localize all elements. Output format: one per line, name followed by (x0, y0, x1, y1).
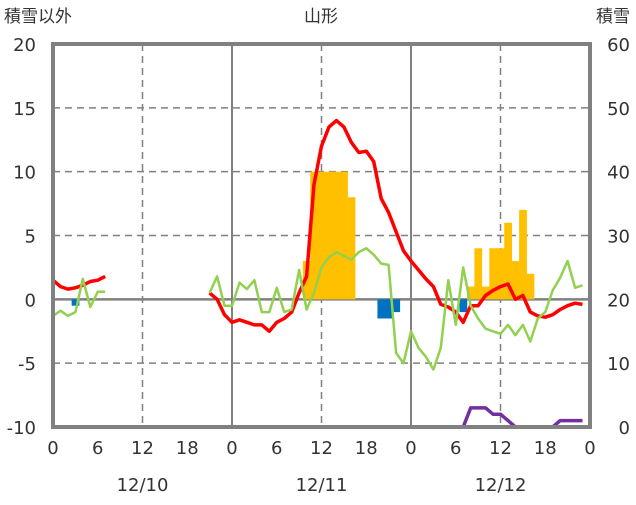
decrease-bar (71, 299, 80, 306)
snowfall-bar (332, 171, 341, 300)
y-left-tick-label: 10 (13, 163, 36, 184)
y-left-tick-label: 5 (25, 227, 36, 248)
red-line (208, 118, 583, 334)
snowfall-bar (317, 171, 326, 300)
date-label: 12/12 (475, 475, 527, 496)
snowfall-bar (511, 261, 520, 300)
x-tick-label: 6 (92, 438, 103, 459)
x-tick-label: 18 (534, 438, 557, 459)
red-line (51, 274, 106, 291)
x-tick-label: 6 (450, 438, 461, 459)
x-tick-label: 6 (271, 438, 282, 459)
x-tick-label: 18 (355, 438, 378, 459)
snowfall-bar (489, 248, 498, 300)
snowfall-bar (340, 171, 348, 300)
y-right-tick-label: 20 (607, 290, 630, 311)
snowfall-bar (519, 209, 527, 300)
x-tick-label: 0 (47, 438, 58, 459)
x-tick-label: 12 (310, 438, 333, 459)
snow_depth-line (209, 406, 583, 429)
decrease-bar (377, 299, 386, 319)
snowfall-bar (526, 273, 535, 300)
chart-title: 山形 (304, 7, 338, 27)
right-axis-title: 積雪 (596, 7, 630, 27)
x-tick-label: 12 (131, 438, 154, 459)
y-left-tick-label: 0 (25, 290, 36, 311)
snowfall-bar (504, 222, 512, 300)
y-right-tick-label: 40 (607, 163, 630, 184)
x-tick-label: 0 (226, 438, 237, 459)
y-left-tick-label: 20 (13, 35, 36, 56)
x-tick-label: 12 (489, 438, 512, 459)
y-right-tick-label: 0 (619, 418, 630, 439)
green-line (52, 277, 106, 318)
y-right-tick-label: 50 (607, 99, 630, 120)
decrease-bar (384, 299, 393, 319)
plot-frame (51, 42, 592, 429)
snowfall-bar (496, 248, 505, 300)
y-right-tick-label: 30 (607, 227, 630, 248)
snowfall-bar (466, 286, 475, 300)
decrease-bar (392, 299, 401, 313)
y-right-tick-label: 10 (607, 354, 630, 375)
date-label: 12/11 (296, 475, 348, 496)
date-label: 12/10 (117, 475, 169, 496)
snowfall-bar (474, 248, 483, 300)
decrease-bar (459, 299, 468, 313)
y-left-tick-label: -10 (7, 418, 36, 439)
green-line (208, 247, 583, 371)
x-tick-label: 18 (176, 438, 199, 459)
y-left-tick-label: -5 (18, 354, 36, 375)
x-tick-label: 0 (405, 438, 416, 459)
y-left-tick-label: 15 (13, 99, 36, 120)
x-tick-label: 0 (584, 438, 595, 459)
snowfall-bar (347, 197, 356, 300)
snowfall-bar (481, 286, 490, 300)
left-axis-title: 積雪以外 (4, 7, 72, 27)
y-right-tick-label: 60 (607, 35, 630, 56)
snowfall-bar (310, 171, 319, 300)
snowfall-bar (325, 171, 333, 300)
